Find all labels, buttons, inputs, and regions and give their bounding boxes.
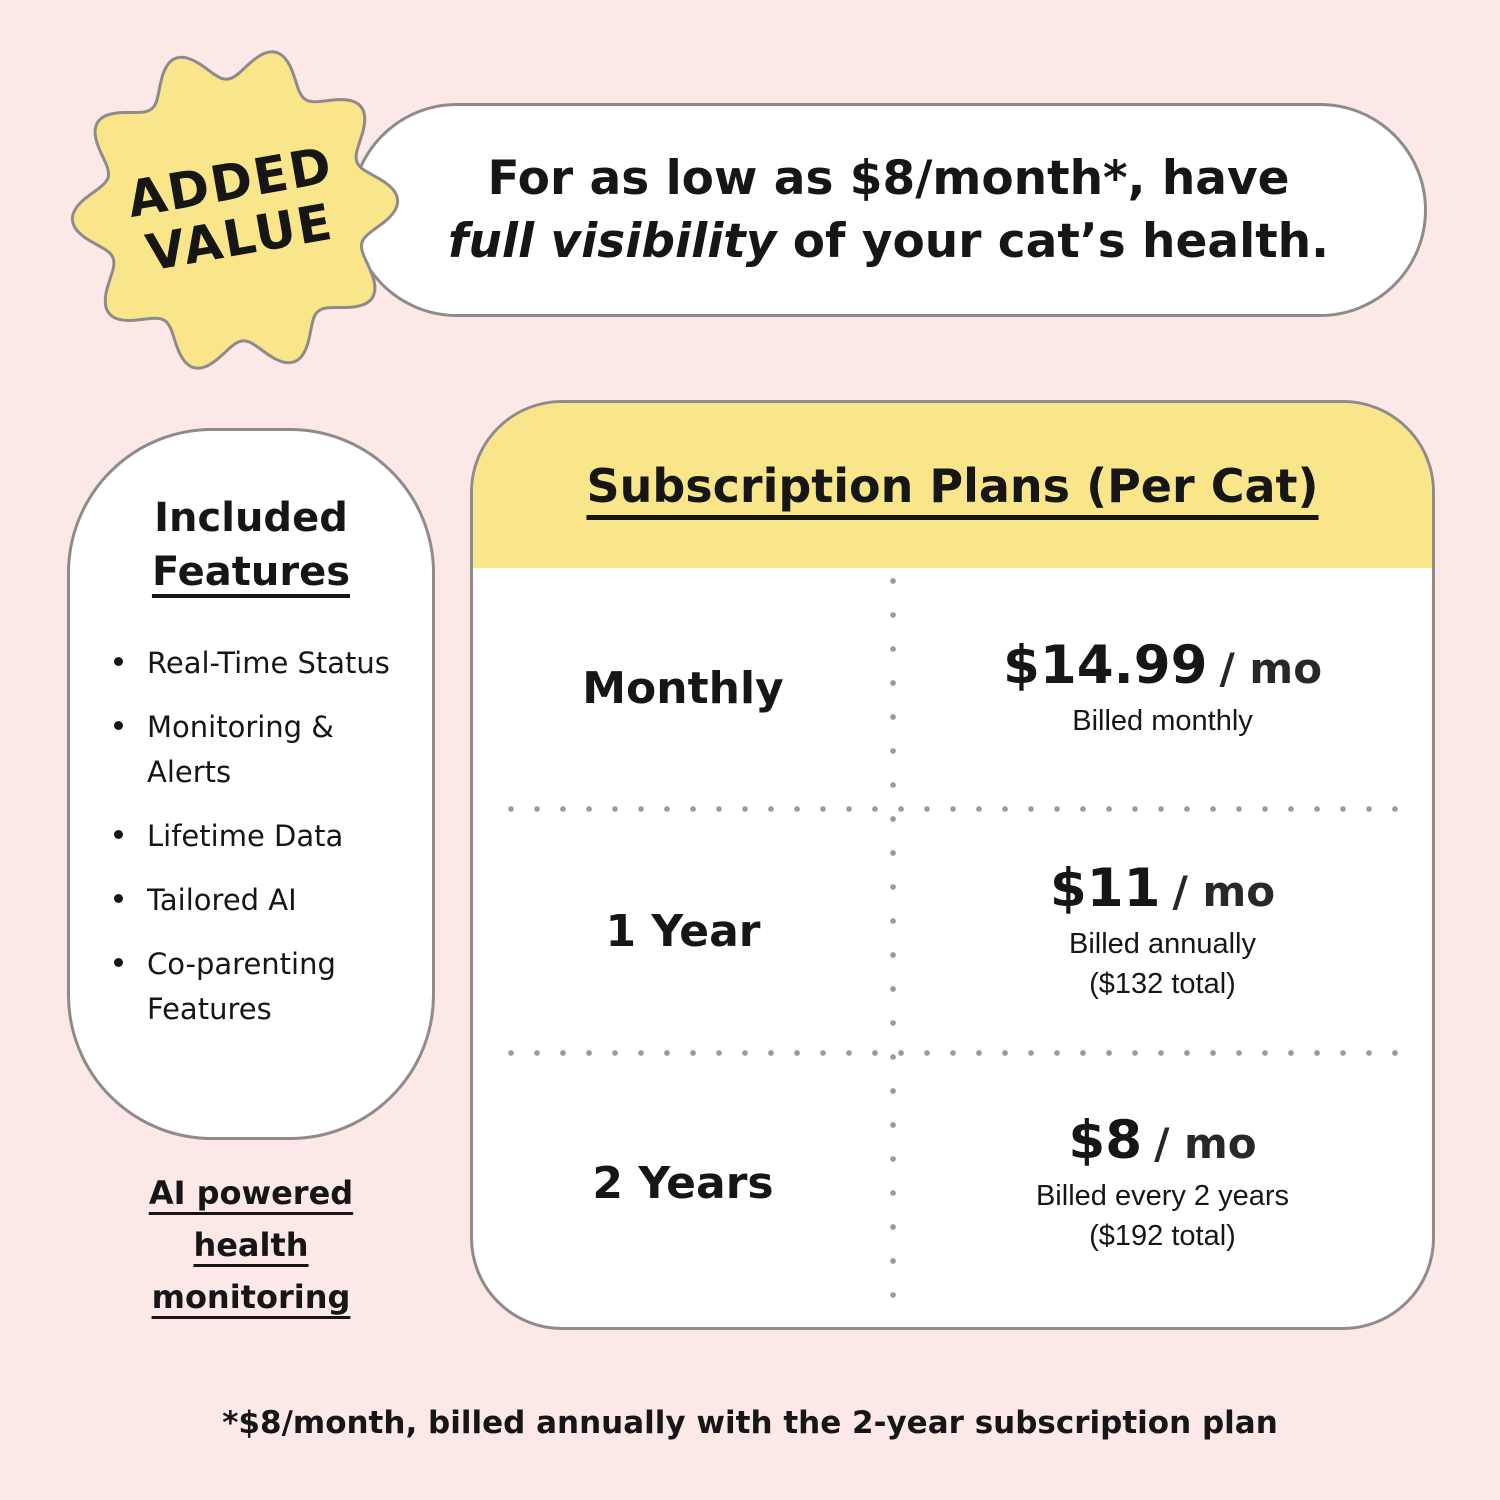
price-billing: Billed monthly <box>1072 705 1253 738</box>
price-line: $8/ mo <box>1068 1110 1256 1171</box>
caption-line-2: health <box>193 1225 309 1264</box>
row-dotted-divider <box>508 1050 1401 1056</box>
plan-name: Monthly <box>582 663 784 714</box>
price-line: $14.99/ mo <box>1003 635 1322 696</box>
price-total: ($192 total) <box>1089 1219 1236 1252</box>
row-dotted-divider <box>508 806 1401 812</box>
list-item: Monitoring & Alerts <box>114 705 432 795</box>
price-value: $8 <box>1068 1110 1143 1172</box>
plans-header: Subscription Plans (Per Cat) <box>473 403 1432 568</box>
price-unit: / mo <box>1154 1119 1257 1169</box>
headline-rest: of your cat’s health. <box>776 214 1329 269</box>
headline-italic: full visibility <box>448 214 777 269</box>
price-billing: Billed annually <box>1068 928 1256 961</box>
plan-name: 2 Years <box>592 1157 774 1209</box>
scalloped-seal-icon <box>70 50 400 370</box>
plan-name: 1 Year <box>605 905 761 957</box>
list-item: Co-parenting Features <box>114 942 432 1032</box>
list-item: Lifetime Data <box>114 814 432 859</box>
plan-price-cell: $8/ mo Billed every 2 years ($192 total) <box>893 1053 1432 1313</box>
plans-table: Monthly $14.99/ mo Billed monthly 1 Year… <box>473 568 1432 1327</box>
table-row: Monthly $14.99/ mo Billed monthly <box>473 568 1432 809</box>
price-value: $11 <box>1049 858 1161 920</box>
features-title-line-2: Features <box>151 549 351 595</box>
headline-line-1: For as low as $8/month*, have <box>487 150 1290 206</box>
bullet-icon <box>114 957 123 967</box>
feature-text: Co-parenting Features <box>147 946 336 1026</box>
bullet-icon <box>114 829 123 839</box>
feature-text: Monitoring & Alerts <box>147 709 334 789</box>
features-list: Real-Time Status Monitoring & Alerts Lif… <box>70 641 432 1032</box>
plans-title: Subscription Plans (Per Cat) <box>586 458 1319 513</box>
price-billing: Billed every 2 years <box>1035 1180 1290 1213</box>
table-row: 1 Year $11/ mo Billed annually ($132 tot… <box>473 809 1432 1053</box>
features-title-line-1: Included <box>154 495 348 541</box>
badge-label: ADDED VALUE <box>32 7 437 412</box>
bullet-icon <box>114 720 123 730</box>
subscription-plans-card: Subscription Plans (Per Cat) Monthly $14… <box>470 400 1435 1330</box>
included-features-card: Included Features Real-Time Status Monit… <box>67 428 435 1140</box>
list-item: Real-Time Status <box>114 641 432 686</box>
feature-text: Tailored AI <box>147 882 297 917</box>
list-item: Tailored AI <box>114 878 432 923</box>
price-value: $14.99 <box>1002 635 1208 697</box>
table-row: 2 Years $8/ mo Billed every 2 years ($19… <box>473 1053 1432 1313</box>
caption-line-1: AI powered <box>148 1174 354 1212</box>
feature-text: Real-Time Status <box>147 646 390 680</box>
price-total: ($132 total) <box>1089 967 1236 1000</box>
features-title: Included Features <box>70 491 432 599</box>
footnote: *$8/month, billed annually with the 2-ye… <box>222 1405 1278 1441</box>
added-value-badge: ADDED VALUE <box>60 35 410 385</box>
vertical-dotted-divider <box>890 578 896 1303</box>
plan-price-cell: $14.99/ mo Billed monthly <box>893 568 1432 809</box>
headline-banner: For as low as $8/month*, have full visib… <box>350 103 1427 317</box>
caption-line-3: monitoring <box>151 1277 351 1316</box>
headline-line-2: full visibility of your cat’s health. <box>448 210 1329 273</box>
feature-text: Lifetime Data <box>147 818 344 853</box>
ai-health-caption: AI powered health monitoring <box>67 1168 435 1323</box>
price-unit: / mo <box>1219 644 1323 694</box>
bullet-icon <box>114 893 123 903</box>
price-line: $11/ mo <box>1050 858 1275 919</box>
bullet-icon <box>114 657 123 666</box>
price-unit: / mo <box>1172 867 1276 917</box>
plan-price-cell: $11/ mo Billed annually ($132 total) <box>893 809 1432 1053</box>
